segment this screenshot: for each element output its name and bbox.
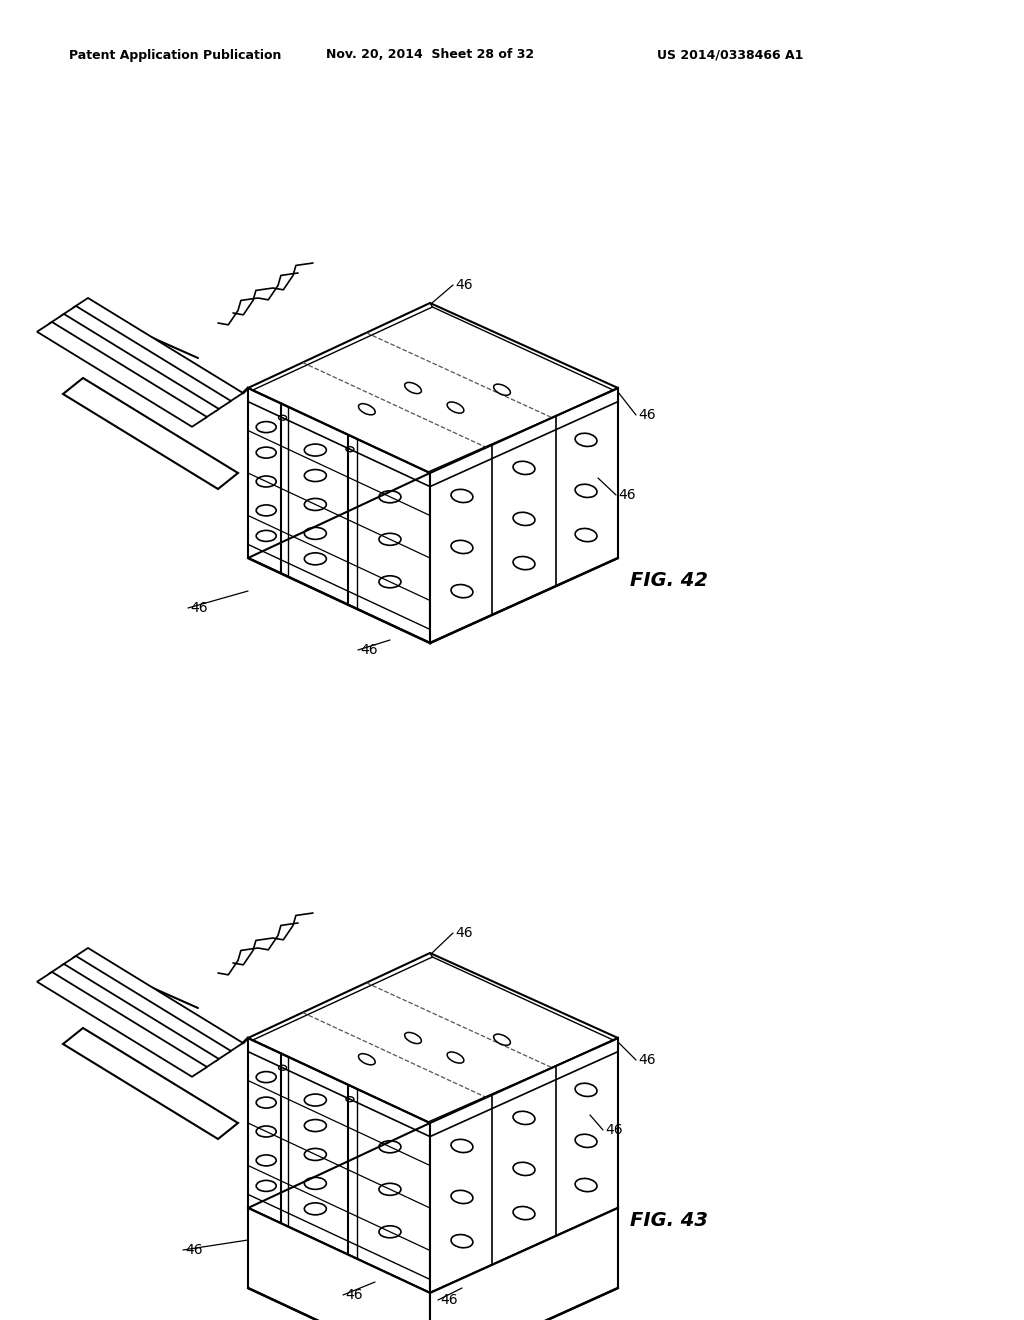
Text: 46: 46 [440, 1294, 458, 1307]
Polygon shape [37, 322, 207, 426]
Text: Patent Application Publication: Patent Application Publication [69, 49, 282, 62]
Text: 46: 46 [638, 408, 655, 422]
Text: 46: 46 [185, 1243, 203, 1257]
Polygon shape [61, 306, 231, 411]
Polygon shape [73, 948, 243, 1053]
Polygon shape [248, 388, 430, 643]
Polygon shape [248, 1208, 430, 1320]
Text: 46: 46 [638, 1053, 655, 1067]
Polygon shape [63, 378, 238, 488]
Text: 46: 46 [618, 488, 636, 502]
Text: Nov. 20, 2014  Sheet 28 of 32: Nov. 20, 2014 Sheet 28 of 32 [326, 49, 535, 62]
Polygon shape [248, 304, 618, 473]
Polygon shape [248, 953, 618, 1123]
Polygon shape [430, 388, 618, 643]
Text: 46: 46 [360, 643, 378, 657]
Text: FIG. 43: FIG. 43 [630, 1210, 708, 1229]
Polygon shape [248, 1038, 430, 1294]
Polygon shape [49, 964, 219, 1069]
Polygon shape [49, 314, 219, 418]
Polygon shape [430, 1208, 618, 1320]
Text: 46: 46 [190, 601, 208, 615]
Polygon shape [63, 1028, 238, 1139]
Polygon shape [73, 298, 243, 403]
Text: 46: 46 [345, 1288, 362, 1302]
Text: 46: 46 [455, 279, 473, 292]
Text: FIG. 42: FIG. 42 [630, 570, 708, 590]
Text: 46: 46 [455, 927, 473, 940]
Polygon shape [37, 972, 207, 1077]
Polygon shape [61, 956, 231, 1061]
Text: US 2014/0338466 A1: US 2014/0338466 A1 [656, 49, 803, 62]
Polygon shape [430, 1038, 618, 1294]
Text: 46: 46 [605, 1123, 623, 1137]
